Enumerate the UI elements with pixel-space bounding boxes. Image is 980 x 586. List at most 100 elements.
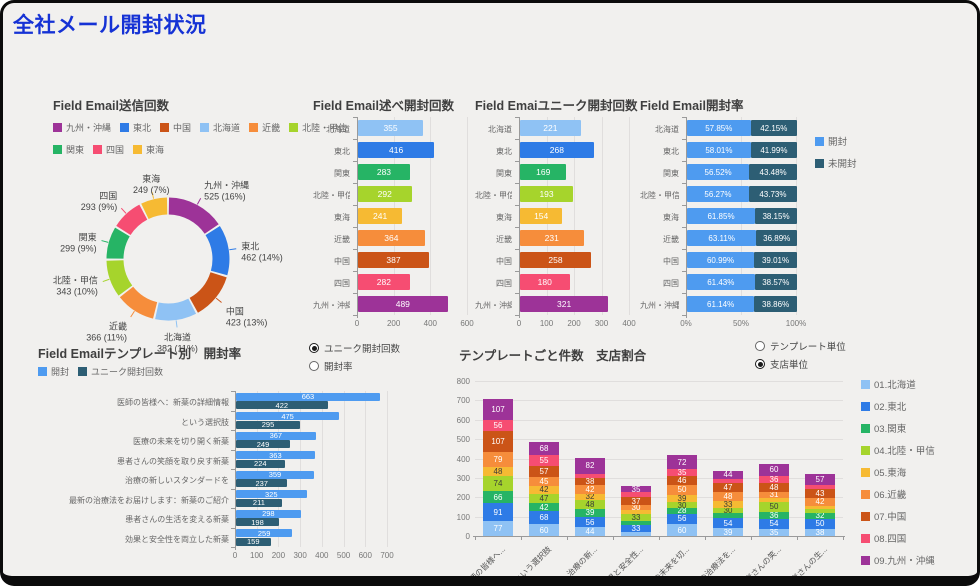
opened-segment[interactable]: 58.01% [687,142,751,158]
template-bar-開封[interactable]: 363 [236,451,315,460]
donut-legend-item[interactable]: 四国 [93,143,124,156]
branch-legend-item[interactable]: 07.中国 [861,509,935,523]
opened-segment[interactable]: 63.11% [687,230,757,246]
donut-slice[interactable] [189,271,227,313]
stack-segment-03.関東[interactable] [621,520,651,526]
stack-segment-04.北陸・甲信[interactable]: 48 [575,499,605,510]
measure-radio-selected[interactable] [309,343,319,353]
unopened-segment[interactable]: 38.86% [754,296,797,312]
bar-東海[interactable]: 241 [358,208,403,224]
stack-segment-04.北陸・甲信[interactable]: 30 [667,502,697,509]
opened-segment[interactable]: 61.85% [687,208,756,224]
stack-segment-09.九州・沖縄[interactable]: 35 [621,485,651,493]
template-bar-ユニーク開封回数[interactable]: 159 [236,537,271,546]
stack-segment-03.関東[interactable]: 36 [759,511,789,519]
stack-segment-05.東海[interactable]: 33 [713,501,743,508]
stack-segment-08.四国[interactable] [713,479,743,483]
donut-slice[interactable] [119,286,158,319]
template-bar-ユニーク開封回数[interactable]: 198 [236,518,279,527]
donut-legend-item[interactable]: 東海 [133,143,164,156]
template-bar-開封[interactable]: 298 [236,509,301,518]
bar-北海道[interactable]: 355 [358,120,424,136]
template-bar-ユニーク開封回数[interactable]: 211 [236,498,282,507]
branch-legend-item[interactable]: 06.近畿 [861,487,935,501]
stack-segment-07.中国[interactable]: 37 [621,497,651,505]
template-bar-開封[interactable]: 475 [236,412,340,421]
unopened-segment[interactable]: 43.48% [749,164,797,180]
stack-segment-07.中国[interactable]: 48 [759,482,789,492]
template-bar-ユニーク開封回数[interactable]: 422 [236,401,328,410]
stack-segment-06.近畿[interactable]: 31 [759,491,789,498]
stack-segment-09.九州・沖縄[interactable]: 44 [713,470,743,480]
stack-segment-09.九州・沖縄[interactable]: 57 [805,473,835,485]
unopened-segment[interactable]: 39.01% [754,252,797,268]
template-bar-開封[interactable]: 325 [236,490,307,499]
stack-segment-09.九州・沖縄[interactable]: 107 [483,399,513,421]
stack-segment-06.近畿[interactable]: 42 [805,497,835,506]
unopened-segment[interactable]: 36.89% [756,230,797,246]
stack-segment-05.東海[interactable]: 42 [529,485,559,494]
stack-segment-05.東海[interactable]: 32 [575,493,605,500]
opened-segment[interactable]: 61.14% [687,296,755,312]
stack-segment-09.九州・沖縄[interactable]: 72 [667,455,697,470]
branch-legend-item[interactable]: 03.関東 [861,421,935,435]
branch-legend-item[interactable]: 01.北海道 [861,377,935,391]
stack-segment-08.四国[interactable] [621,492,651,498]
bar-関東[interactable]: 169 [520,164,567,180]
open-rate-legend-item[interactable]: 開封 [815,134,857,148]
template-bar-開封[interactable]: 259 [236,529,293,538]
opened-segment[interactable]: 61.43% [687,274,755,290]
stack-segment-06.近畿[interactable]: 48 [713,491,743,502]
stack-segment-08.四国[interactable]: 35 [667,469,697,477]
donut-slice[interactable] [116,204,148,236]
template-bar-ユニーク開封回数[interactable]: 249 [236,440,291,449]
donut-slice[interactable] [106,227,130,260]
unit-radio-unselected[interactable] [755,341,765,351]
stack-segment-08.四国[interactable] [805,484,835,490]
stack-segment-04.北陸・甲信[interactable]: 33 [621,514,651,521]
template-legend-item[interactable]: 開封 [38,365,69,378]
unopened-segment[interactable]: 38.15% [755,208,797,224]
opened-segment[interactable]: 57.85% [687,120,751,136]
donut-slice[interactable] [168,197,219,235]
stack-segment-03.関東[interactable]: 28 [667,508,697,514]
stack-segment-04.北陸・甲信[interactable]: 30 [713,507,743,514]
stack-segment-01.北海道[interactable]: 60 [529,524,559,536]
stack-segment-06.近畿[interactable]: 50 [667,485,697,495]
donut-legend-item[interactable]: 関東 [53,143,84,156]
stack-segment-05.東海[interactable] [759,497,789,503]
stack-segment-07.中国[interactable]: 107 [483,430,513,452]
template-bar-開封[interactable]: 367 [236,431,316,440]
stack-segment-08.四国[interactable]: 36 [759,475,789,483]
stack-segment-09.九州・沖縄[interactable]: 82 [575,457,605,474]
stack-segment-02.東北[interactable]: 33 [621,525,651,532]
bar-九州・沖縄[interactable]: 489 [358,296,448,312]
template-bar-ユニーク開封回数[interactable]: 237 [236,479,288,488]
stack-segment-02.東北[interactable]: 56 [667,513,697,525]
bar-北陸・甲信[interactable]: 292 [358,186,412,202]
bar-北陸・甲信[interactable]: 193 [520,186,574,202]
stack-segment-01.北海道[interactable]: 44 [575,527,605,536]
stack-segment-07.中国[interactable]: 57 [529,466,559,478]
stack-segment-02.東北[interactable]: 54 [713,517,743,529]
stack-segment-01.北海道[interactable]: 39 [713,528,743,536]
bar-四国[interactable]: 180 [520,274,570,290]
template-bar-開封[interactable]: 359 [236,470,314,479]
bar-中国[interactable]: 387 [358,252,429,268]
stack-segment-07.中国[interactable]: 47 [713,482,743,492]
donut-legend-item[interactable]: 北陸・甲信 [289,121,347,134]
stack-segment-09.九州・沖縄[interactable]: 68 [529,442,559,456]
stack-segment-05.東海[interactable]: 48 [483,467,513,477]
template-legend-item[interactable]: ユニーク開封回数 [78,365,163,378]
stack-segment-02.東北[interactable]: 68 [529,511,559,525]
stack-segment-02.東北[interactable]: 56 [575,516,605,528]
stack-segment-06.近畿[interactable]: 45 [529,477,559,486]
opened-segment[interactable]: 56.52% [687,164,750,180]
stack-segment-08.四国[interactable]: 56 [483,420,513,431]
measure-option[interactable]: ユニーク開封回数 [309,341,400,355]
stack-segment-03.関東[interactable]: 32 [805,512,835,519]
stack-segment-05.東海[interactable]: 39 [667,494,697,503]
bar-九州・沖縄[interactable]: 321 [520,296,609,312]
stack-segment-05.東海[interactable] [805,505,835,510]
branch-legend-item[interactable]: 08.四国 [861,531,935,545]
